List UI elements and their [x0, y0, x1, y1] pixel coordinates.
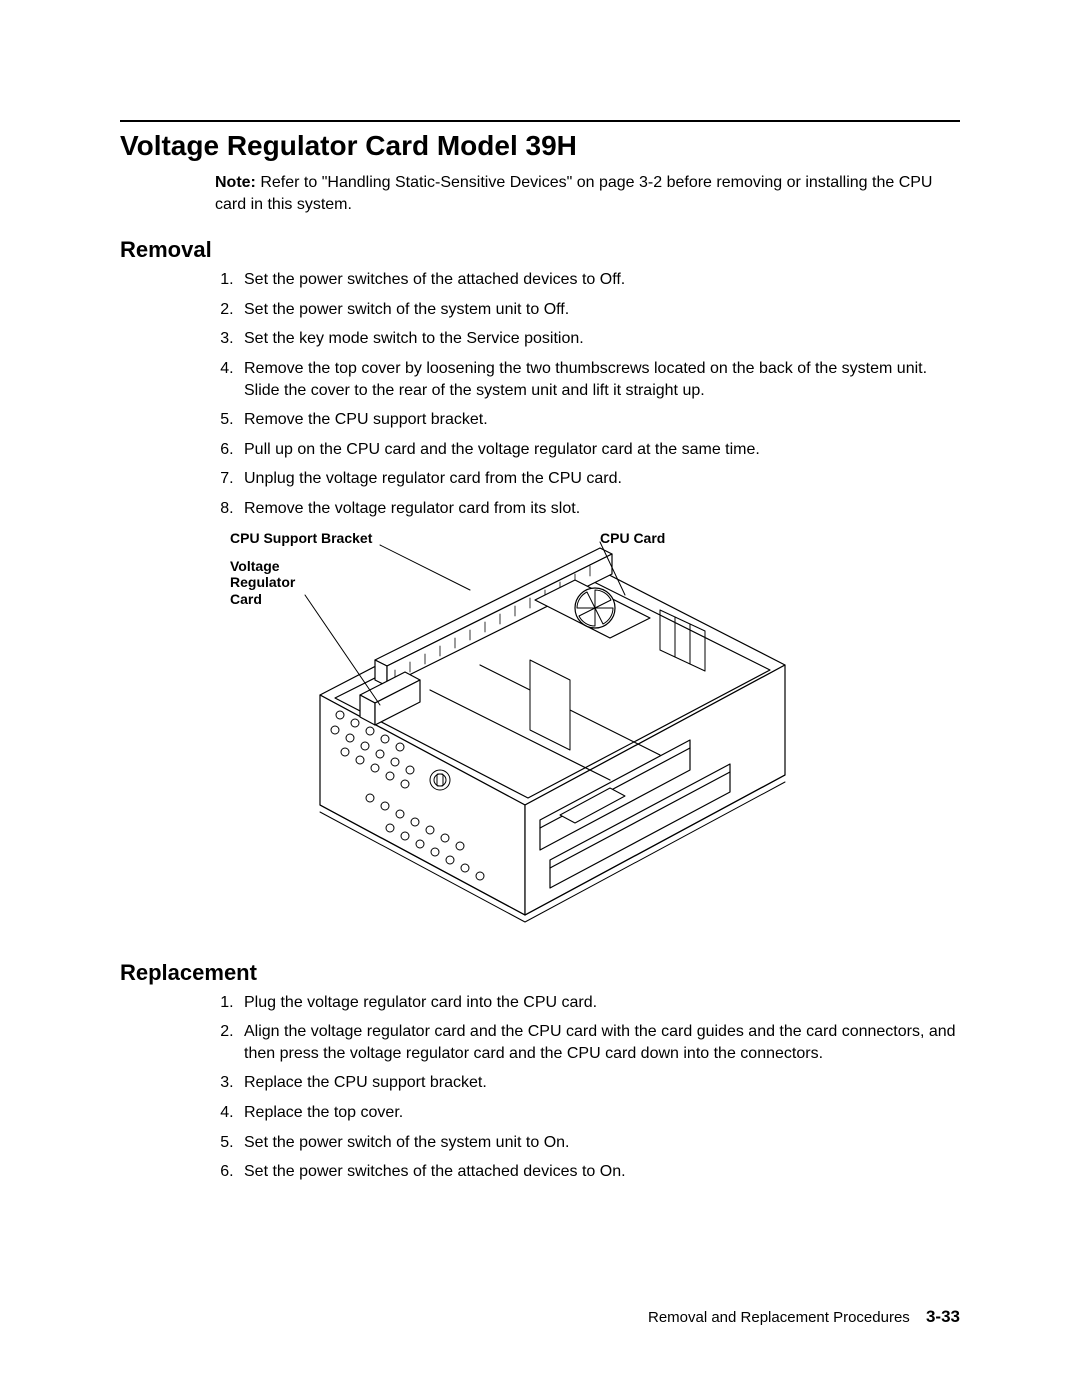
removal-heading: Removal — [120, 237, 960, 263]
removal-list: Set the power switches of the attached d… — [238, 269, 960, 519]
list-item: Remove the CPU support bracket. — [238, 409, 960, 431]
page-title: Voltage Regulator Card Model 39H — [120, 130, 960, 162]
list-item: Plug the voltage regulator card into the… — [238, 992, 960, 1014]
list-item: Remove the voltage regulator card from i… — [238, 498, 960, 520]
list-item: Set the power switches of the attached d… — [238, 269, 960, 291]
list-item: Align the voltage regulator card and the… — [238, 1021, 960, 1064]
list-item: Pull up on the CPU card and the voltage … — [238, 439, 960, 461]
list-item: Remove the top cover by loosening the tw… — [238, 358, 960, 401]
list-item: Replace the top cover. — [238, 1102, 960, 1124]
label-voltage-regulator-card: Voltage Regulator Card — [230, 558, 295, 608]
label-cpu-card: CPU Card — [600, 530, 665, 547]
chassis-illustration — [230, 530, 790, 940]
list-item: Set the power switch of the system unit … — [238, 299, 960, 321]
replacement-list: Plug the voltage regulator card into the… — [238, 992, 960, 1183]
list-item: Unplug the voltage regulator card from t… — [238, 468, 960, 490]
list-item: Set the key mode switch to the Service p… — [238, 328, 960, 350]
page-footer: Removal and Replacement Procedures 3-33 — [648, 1307, 960, 1327]
footer-text: Removal and Replacement Procedures — [648, 1309, 910, 1326]
list-item: Set the power switches of the attached d… — [238, 1161, 960, 1183]
replacement-heading: Replacement — [120, 960, 960, 986]
page-number: 3-33 — [926, 1307, 960, 1326]
list-item: Set the power switch of the system unit … — [238, 1132, 960, 1154]
diagram: CPU Support Bracket Voltage Regulator Ca… — [230, 530, 790, 940]
top-rule — [120, 120, 960, 122]
list-item: Replace the CPU support bracket. — [238, 1072, 960, 1094]
note-text: Refer to "Handling Static-Sensitive Devi… — [215, 174, 932, 213]
label-cpu-support-bracket: CPU Support Bracket — [230, 530, 372, 547]
note-block: Note: Refer to "Handling Static-Sensitiv… — [215, 172, 960, 215]
note-label: Note: — [215, 174, 256, 191]
